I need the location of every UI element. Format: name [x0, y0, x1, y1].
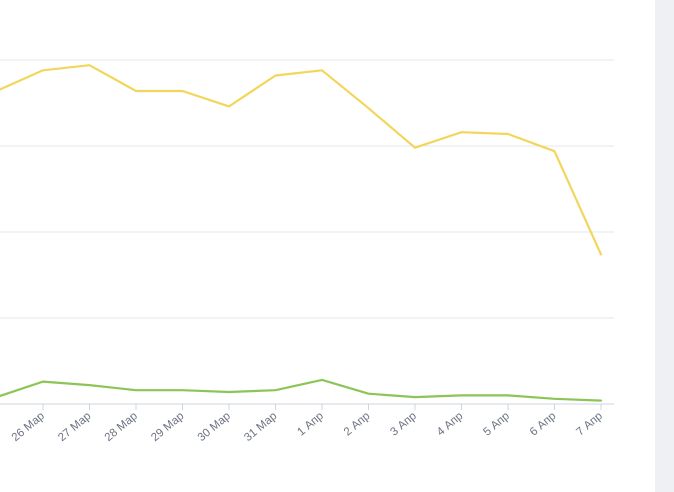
x-tick-label: 1 Апр: [295, 410, 326, 438]
x-tick-label: 2 Апр: [342, 410, 373, 438]
x-tick-label: 4 Апр: [435, 410, 466, 438]
series-line-2: [0, 378, 603, 402]
x-tick-label: 26 Мар: [10, 410, 47, 444]
series-lines: [0, 64, 603, 402]
x-tick-label: 31 Мар: [242, 410, 279, 444]
x-tick-labels: 26 Мар 27 Мар 28 Мар 29 Мар 30 Мар 31 Мар 1 Ап…: [10, 410, 605, 444]
x-tick-label: 29 Мар: [149, 410, 186, 444]
x-tick-label: 27 Мар: [56, 410, 93, 444]
x-axis: [0, 403, 614, 410]
x-tick-label: 5 Апр: [481, 410, 512, 438]
x-tick-label: 3 Апр: [388, 410, 419, 438]
x-tick-label: 28 Мар: [103, 410, 140, 444]
series-line-1: [0, 64, 603, 256]
x-tick-label: 6 Апр: [528, 410, 559, 438]
x-tick-label: 30 Мар: [196, 410, 233, 444]
side-panel: [655, 0, 674, 492]
grid-lines: [0, 59, 614, 319]
x-tick-label: 7 Апр: [574, 410, 605, 438]
